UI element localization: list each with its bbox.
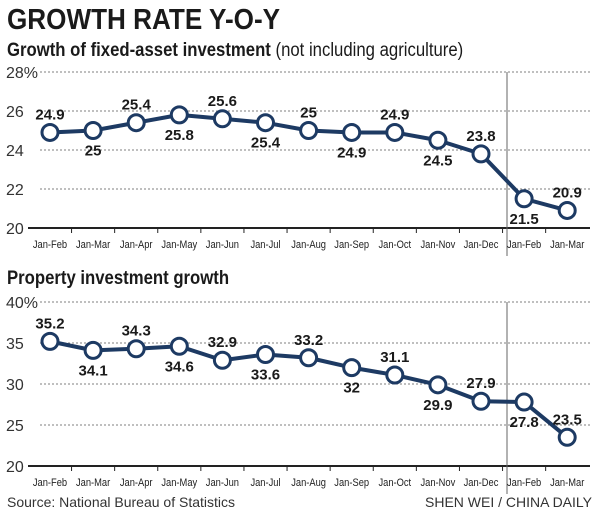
chart1-title: Growth of fixed-asset investment: [7, 40, 271, 61]
y-tick-label: 24: [6, 143, 24, 160]
x-tick-label: Jan-Mar: [550, 477, 585, 489]
x-tick-label: Jan-Apr: [120, 239, 153, 251]
y-tick-label: 22: [6, 182, 24, 199]
data-label: 24.9: [35, 106, 64, 123]
data-label: 21.5: [509, 211, 538, 228]
x-tick-label: Jan-Sep: [334, 477, 369, 489]
x-tick-label: Jan-Oct: [378, 239, 411, 251]
data-point: [471, 144, 491, 164]
data-point: [299, 121, 319, 140]
y-tick-label: 26: [6, 104, 24, 121]
y-tick-label: 30: [6, 377, 24, 394]
data-point: [256, 113, 275, 133]
data-label: 34.3: [122, 323, 151, 340]
data-point: [83, 340, 103, 360]
data-label: 25.4: [251, 135, 281, 152]
data-label: 20.9: [553, 184, 582, 201]
data-label: 24.9: [337, 144, 366, 161]
data-point: [126, 113, 146, 133]
y-tick-label: 25: [6, 418, 24, 435]
data-label: 32.9: [208, 334, 237, 351]
data-point: [514, 189, 534, 209]
data-point: [514, 392, 534, 412]
data-point: [557, 427, 577, 447]
data-label: 33.2: [294, 332, 323, 349]
data-label: 33.6: [251, 366, 280, 383]
x-tick-label: Jan-May: [161, 239, 198, 251]
data-point: [40, 331, 60, 351]
data-point: [169, 336, 189, 356]
x-tick-label: Jan-Oct: [378, 477, 411, 489]
data-label: 25: [85, 143, 102, 160]
x-tick-label: Jan-Dec: [464, 477, 499, 489]
data-label: 29.9: [423, 397, 452, 414]
data-label: 24.9: [380, 106, 409, 123]
data-label: 32: [343, 380, 360, 397]
data-label: 23.8: [466, 128, 495, 145]
y-tick-label: 35: [6, 336, 24, 353]
x-tick-label: Jan-Dec: [464, 239, 499, 251]
data-point: [342, 122, 362, 142]
x-tick-label: Jan-Jun: [206, 477, 239, 489]
data-point: [557, 200, 577, 220]
x-tick-label: Jan-Aug: [291, 477, 326, 489]
data-label: 34.6: [165, 358, 194, 375]
x-tick-label: Jan-Mar: [550, 239, 585, 251]
data-point: [256, 344, 275, 364]
data-label: 35.2: [35, 315, 64, 332]
data-point: [385, 365, 405, 385]
x-tick-label: Jan-Nov: [421, 477, 457, 489]
data-point: [471, 391, 491, 411]
source-note: Source: National Bureau of Statistics: [7, 494, 236, 510]
data-label: 25: [300, 105, 317, 122]
x-tick-label: Jan-Feb: [33, 477, 68, 489]
x-tick-label: Jan-Sep: [334, 239, 369, 251]
chart2-title: Property investment growth: [7, 268, 230, 289]
data-point: [428, 130, 448, 150]
data-point: [169, 105, 189, 125]
chart1-title-wrap: Growth of fixed-asset investment (not in…: [7, 40, 463, 62]
x-tick-label: Jan-Feb: [33, 239, 68, 251]
data-label: 24.5: [423, 152, 452, 169]
x-tick-label: Jan-May: [161, 477, 198, 489]
data-point: [428, 375, 448, 395]
byline: SHEN WEI / CHINA DAILY: [425, 494, 592, 510]
data-point: [83, 121, 103, 140]
x-tick-label: Jan-Aug: [291, 239, 326, 251]
data-point: [126, 339, 146, 359]
data-point: [385, 122, 405, 142]
data-label: 25.8: [165, 127, 194, 144]
x-tick-label: Jan-Apr: [120, 477, 153, 489]
y-tick-label: 20: [6, 459, 24, 476]
y-tick-label: 28%: [6, 65, 38, 82]
data-label: 31.1: [380, 349, 409, 366]
chart1-subtitle: (not including agriculture): [275, 40, 464, 61]
x-tick-label: Jan-Feb: [507, 239, 542, 251]
data-label: 23.5: [553, 411, 582, 428]
x-tick-label: Jan-Nov: [421, 239, 457, 251]
data-label: 25.6: [208, 93, 237, 110]
data-point: [342, 358, 362, 378]
x-tick-label: Jan-Mar: [76, 239, 111, 251]
data-label: 27.9: [466, 375, 495, 392]
x-tick-label: Jan-Jul: [250, 239, 280, 251]
data-label: 34.1: [78, 362, 107, 379]
data-label: 27.8: [509, 414, 538, 431]
x-tick-label: Jan-Mar: [76, 477, 111, 489]
data-point: [40, 122, 60, 142]
data-point: [299, 348, 319, 368]
x-tick-label: Jan-Jun: [206, 239, 239, 251]
data-point: [212, 350, 232, 370]
infographic-title: GROWTH RATE Y-O-Y: [7, 4, 281, 36]
data-label: 25.4: [122, 97, 152, 114]
x-tick-label: Jan-Jul: [250, 477, 280, 489]
y-tick-label: 20: [6, 221, 24, 238]
chart2-title-wrap: Property investment growth: [7, 268, 229, 290]
x-tick-label: Jan-Feb: [507, 477, 542, 489]
y-tick-label: 40%: [6, 295, 38, 312]
data-point: [212, 109, 232, 129]
